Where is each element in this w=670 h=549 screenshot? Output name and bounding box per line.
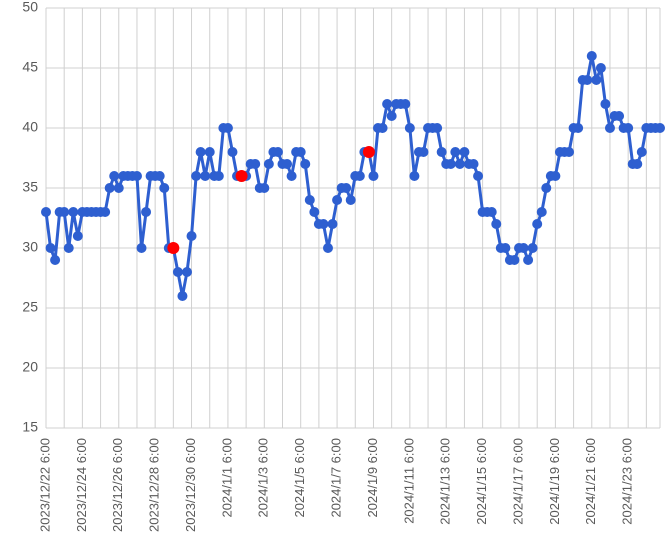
x-tick-label: 2023/12/26 6:00	[110, 438, 125, 532]
x-tick-label: 2024/1/11 6:00	[401, 438, 416, 524]
x-tick-label: 2024/1/13 6:00	[438, 438, 453, 525]
x-tick-label: 2024/1/9 6:00	[365, 438, 380, 518]
x-tick-label: 2023/12/22 6:00	[37, 438, 52, 532]
x-tick-label: 2024/1/23 6:00	[620, 438, 635, 525]
x-tick-label: 2024/1/21 6:00	[583, 438, 598, 525]
y-tick-label: 15	[22, 419, 38, 435]
x-tick-label: 2024/1/15 6:00	[474, 438, 489, 525]
y-tick-label: 30	[22, 239, 38, 255]
y-tick-label: 40	[22, 119, 38, 135]
x-tick-label: 2023/12/30 6:00	[183, 438, 198, 532]
y-tick-label: 25	[22, 299, 38, 315]
y-tick-label: 50	[22, 0, 38, 15]
x-tick-label: 2024/1/7 6:00	[329, 438, 344, 518]
y-tick-label: 35	[22, 179, 38, 195]
y-tick-label: 45	[22, 59, 38, 75]
y-tick-label: 20	[22, 359, 38, 375]
timeseries-chart: 15 20 25 30 35 40 45 50 2023/12/22 6:00 2023/12/2…	[0, 0, 670, 549]
x-tick-label: 2023/12/28 6:00	[147, 438, 162, 532]
x-tick-label: 2024/1/3 6:00	[256, 438, 271, 518]
x-tick-label: 2023/12/24 6:00	[74, 438, 89, 532]
x-tick-label: 2024/1/17 6:00	[510, 438, 525, 525]
x-tick-label: 2024/1/19 6:00	[547, 438, 562, 525]
x-tick-label: 2024/1/1 6:00	[219, 438, 234, 518]
x-tick-label: 2024/1/5 6:00	[292, 438, 307, 518]
